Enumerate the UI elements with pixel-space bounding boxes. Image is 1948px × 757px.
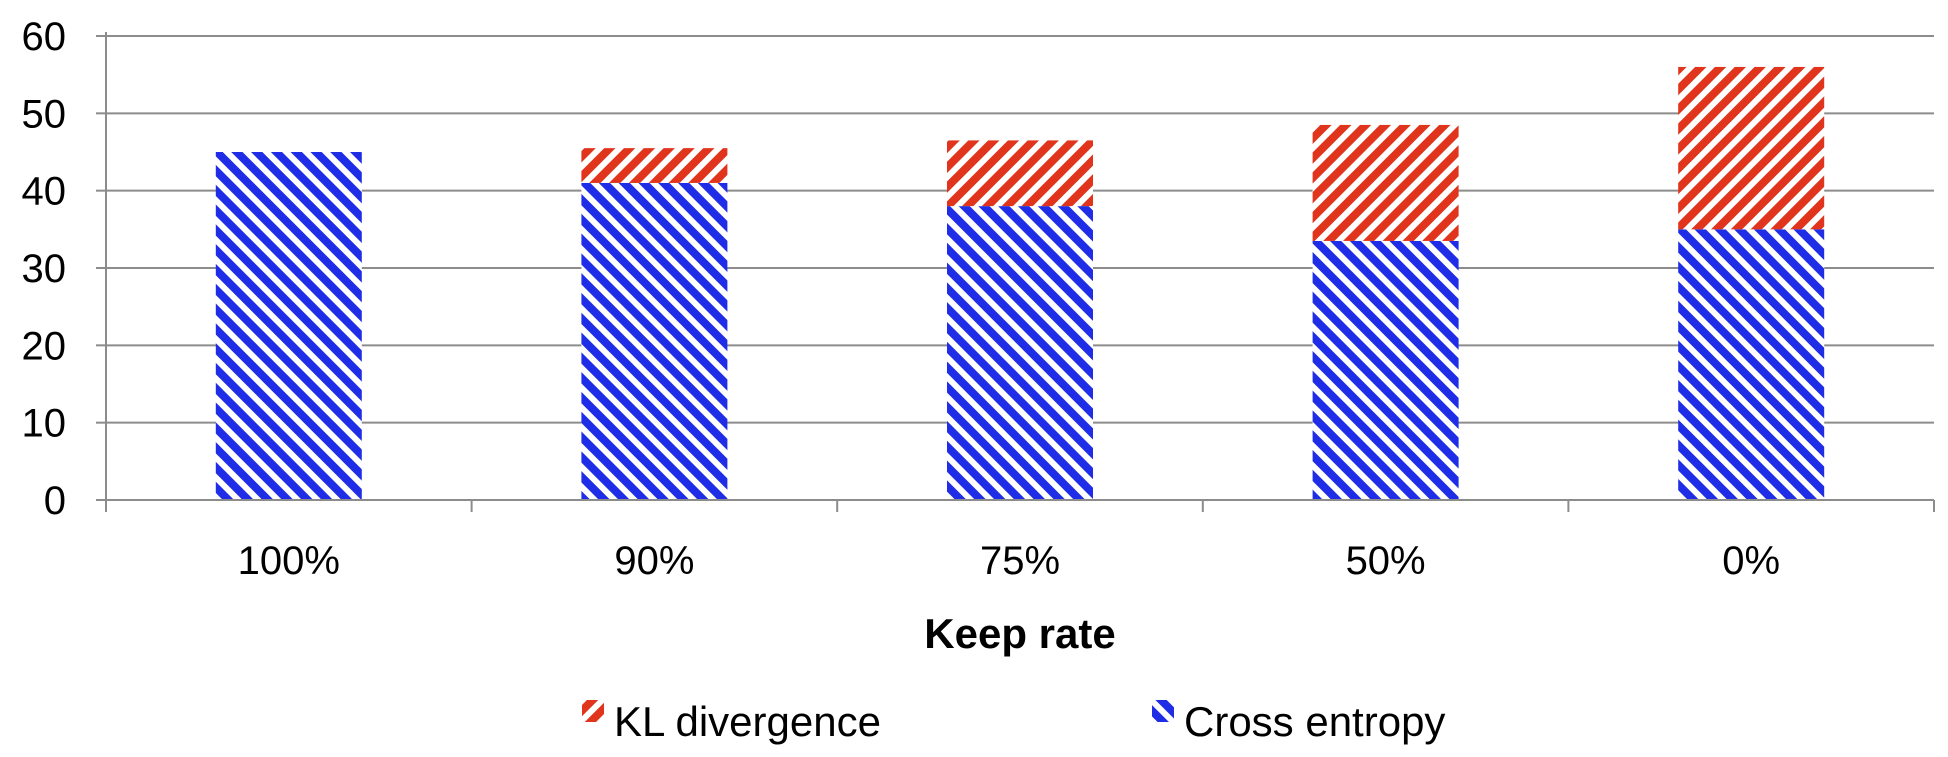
bar-cross-entropy-4 <box>1678 229 1825 501</box>
y-tick-label: 40 <box>22 170 67 214</box>
bar-kl-divergence-1 <box>581 148 728 183</box>
x-tick-label: 0% <box>1722 539 1780 583</box>
legend: KL divergence Cross entropy <box>582 698 1445 745</box>
y-tick-label: 50 <box>22 92 67 136</box>
y-tick-label: 20 <box>22 324 67 368</box>
bar-kl-divergence-2 <box>947 140 1093 207</box>
legend-swatch-kl-divergence <box>582 700 604 722</box>
bar-cross-entropy-0 <box>215 152 362 500</box>
y-tick-label: 30 <box>22 247 67 291</box>
x-tick-label: 90% <box>614 539 694 583</box>
bar-cross-entropy-2 <box>947 206 1093 500</box>
x-tick-label: 100% <box>238 539 340 583</box>
y-tick-labels: 0 10 20 30 40 50 60 <box>22 15 67 523</box>
y-tick-label: 0 <box>44 479 66 523</box>
legend-label-kl-divergence: KL divergence <box>614 698 881 745</box>
y-tick-label: 10 <box>22 402 67 446</box>
y-tick-label: 60 <box>22 15 67 59</box>
x-axis-title: Keep rate <box>924 610 1115 657</box>
x-tick-label: 75% <box>980 539 1060 583</box>
axes <box>96 32 1935 512</box>
bar-kl-divergence-4 <box>1678 66 1825 230</box>
bars <box>215 66 1825 501</box>
x-tick-labels: 100% 90% 75% 50% 0% <box>238 539 1780 583</box>
bar-kl-divergence-3 <box>1312 124 1459 241</box>
bar-cross-entropy-1 <box>581 182 728 500</box>
bar-cross-entropy-3 <box>1312 240 1459 500</box>
legend-label-cross-entropy: Cross entropy <box>1184 698 1445 745</box>
legend-swatch-cross-entropy <box>1152 700 1174 722</box>
x-tick-label: 50% <box>1346 539 1426 583</box>
